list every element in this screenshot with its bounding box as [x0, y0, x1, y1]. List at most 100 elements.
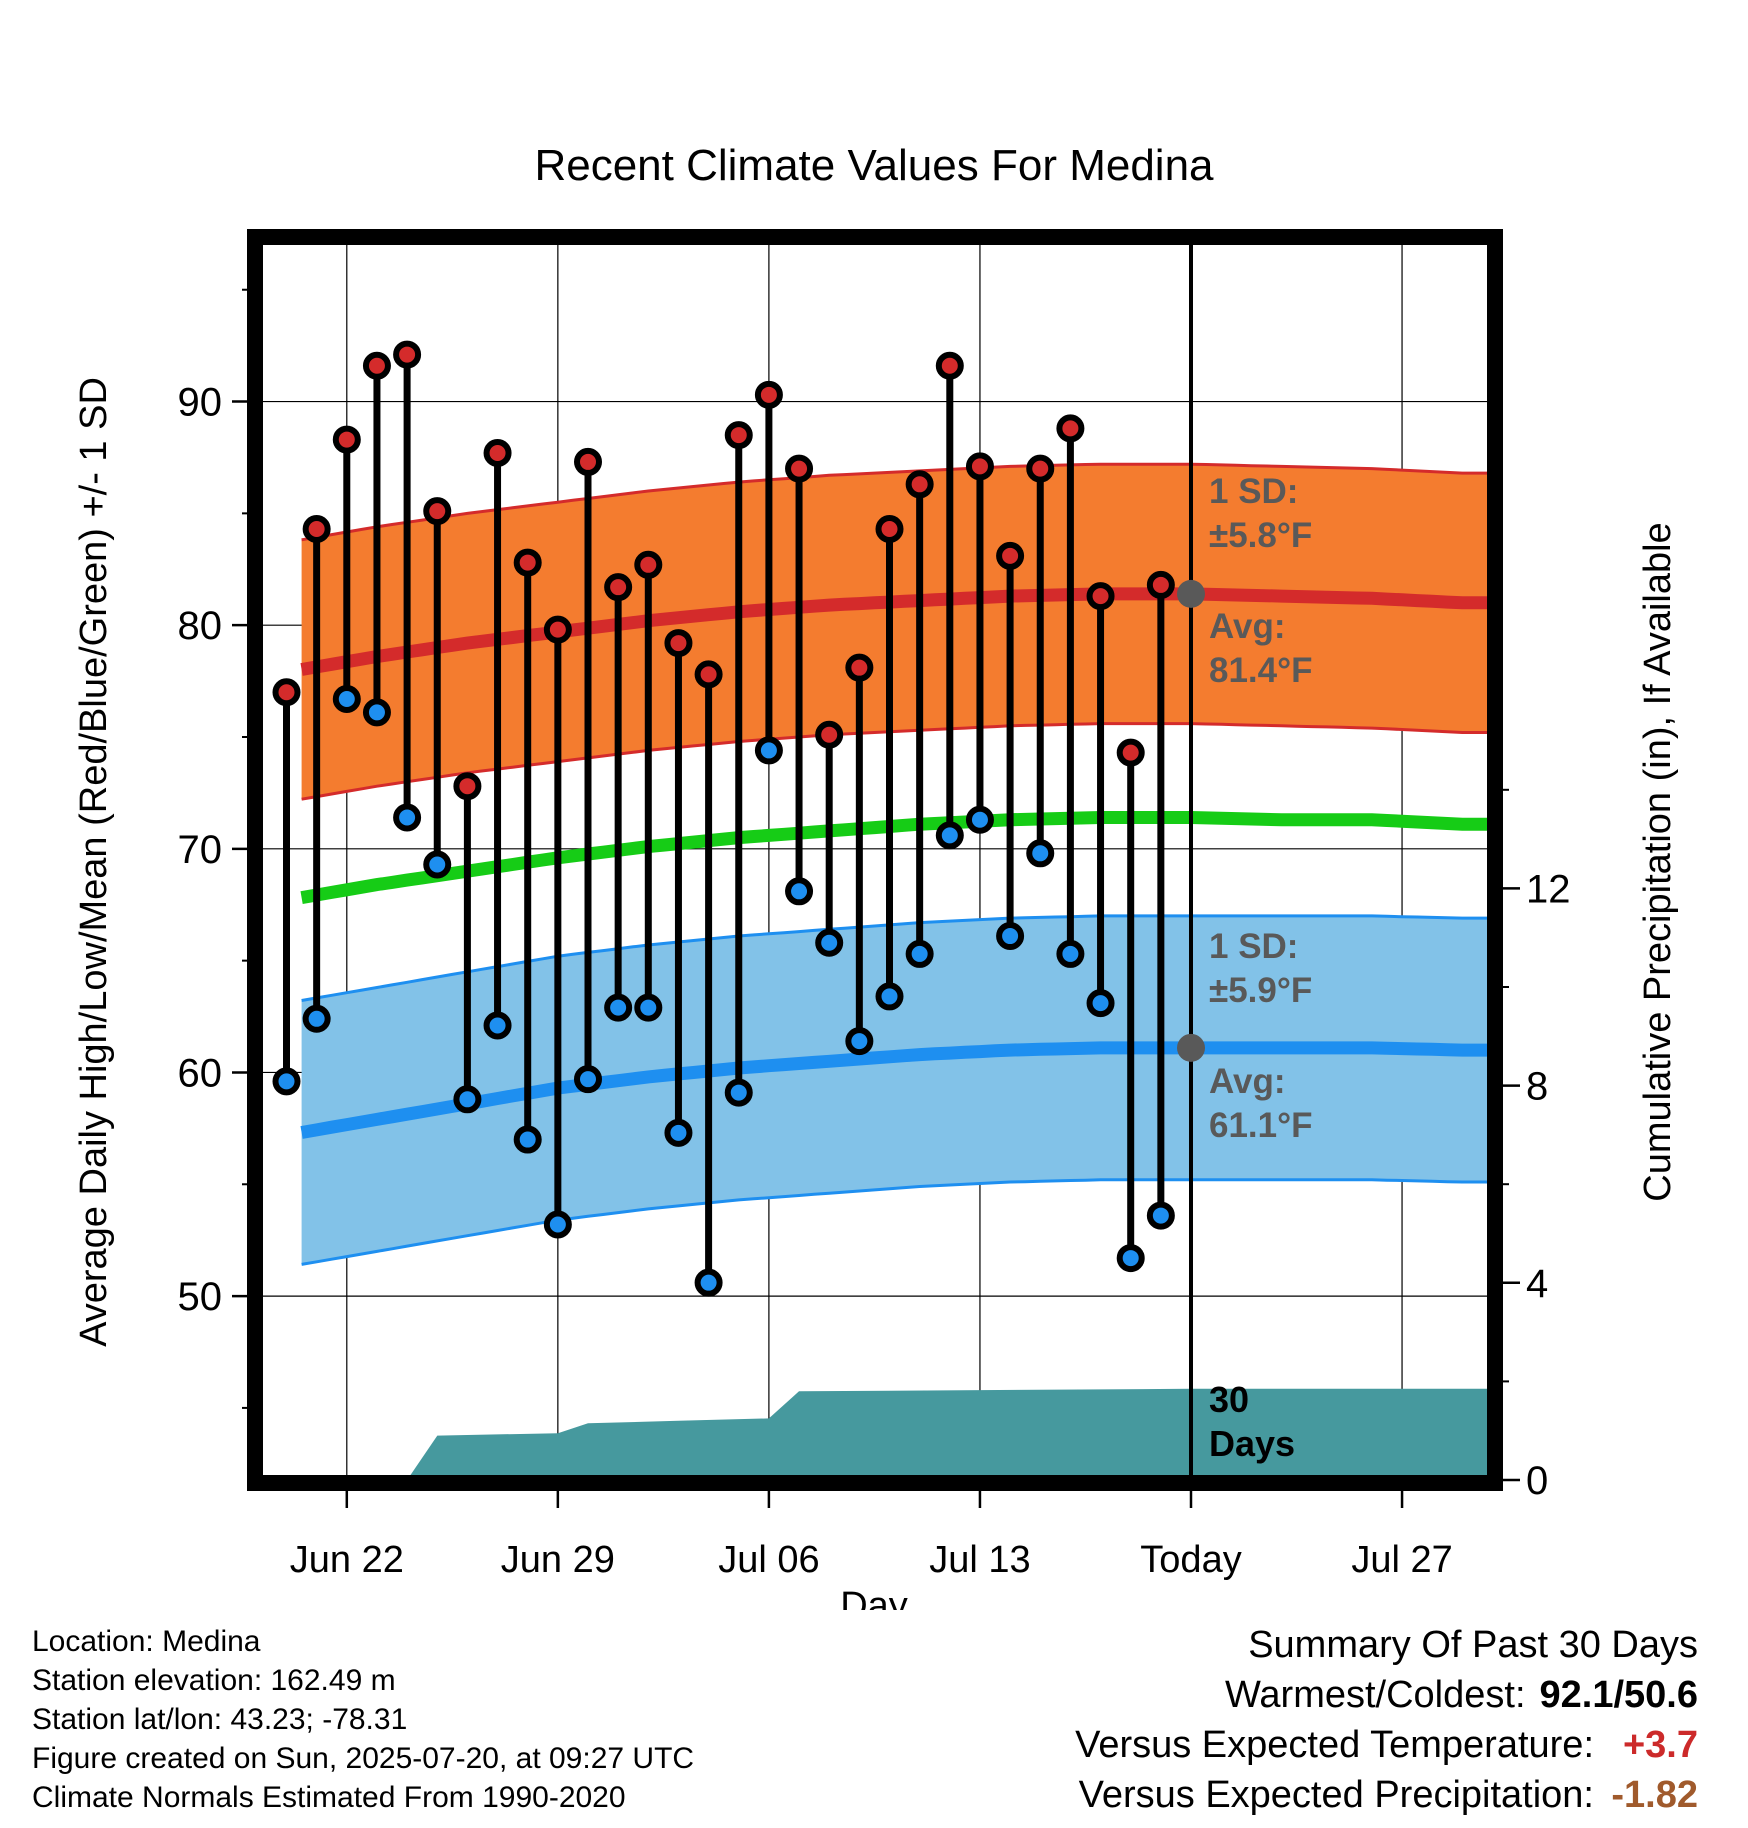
daily-high-point: [935, 351, 964, 380]
precipitation-departure-value: -1.82: [1611, 1774, 1698, 1816]
station-info: Location: Medina Station elevation: 162.…: [32, 1622, 694, 1817]
daily-low-point: [815, 928, 844, 957]
daily-low-point: [574, 1065, 602, 1094]
temperature-departure-label: Versus Expected Temperature:: [1075, 1724, 1594, 1766]
low-sd-label: 1 SD:: [1209, 927, 1298, 966]
daily-high-point: [785, 454, 814, 483]
daily-high-point: [754, 380, 783, 409]
high-sd-value: ±5.8°F: [1209, 516, 1312, 555]
y2-axis-label: Cumulative Precipitation (in), If Availa…: [1637, 522, 1679, 1201]
daily-high-point: [272, 678, 301, 707]
x-axis-label: Day: [840, 1585, 908, 1610]
low-sd-value: ±5.9°F: [1209, 971, 1312, 1010]
daily-low-point: [965, 805, 994, 834]
x-tick-label: Today: [1140, 1539, 1241, 1581]
daily-high-point: [664, 629, 693, 658]
created-text: Figure created on Sun, 2025-07-20, at 09…: [32, 1742, 695, 1775]
daily-high-point: [1056, 414, 1085, 443]
warmest-coldest-row: Warmest/Coldest: 92.1/50.6: [1075, 1670, 1698, 1720]
window-label-line2: Days: [1209, 1423, 1295, 1464]
high-sd-label: 1 SD:: [1209, 472, 1298, 511]
daily-low-point: [453, 1085, 482, 1114]
climate-chart: Recent Climate Values For Medina 1 SD: ±5…: [73, 141, 1679, 1610]
daily-high-point: [634, 550, 663, 579]
daily-high-point: [965, 452, 994, 481]
daily-low-point: [1116, 1244, 1145, 1273]
y2-tick-label: 0: [1526, 1459, 1548, 1503]
low-sd-lower-edge: [301, 1178, 1487, 1266]
plot-frame: [247, 229, 1503, 1491]
plot-area: 1 SD: ±5.8°F Avg: 81.4°F 1 SD: ±5.9°F Avg: 61.1…: [178, 229, 1571, 1581]
daily-low-point: [664, 1118, 693, 1147]
daily-low-point: [724, 1078, 753, 1107]
daily-high-point: [393, 340, 422, 369]
low-avg-value: 61.1°F: [1209, 1106, 1313, 1145]
y2-tick-label: 8: [1526, 1065, 1548, 1109]
daily-high-point: [875, 515, 904, 544]
y-tick-label: 70: [178, 828, 223, 872]
daily-high-point: [453, 772, 482, 801]
y2-tick-label: 12: [1526, 867, 1571, 911]
daily-high-point: [724, 421, 753, 450]
daily-high-point: [694, 660, 723, 689]
y-tick-label: 50: [178, 1275, 223, 1319]
daily-low-point: [1146, 1201, 1175, 1230]
daily-high-point: [1146, 570, 1175, 599]
daily-high-point: [1026, 454, 1055, 483]
today-avg-high-marker: [1177, 579, 1205, 608]
warmest-coldest-value: 92.1/50.6: [1539, 1674, 1698, 1716]
daily-low-point: [905, 939, 934, 968]
today-avg-low-marker: [1177, 1033, 1205, 1062]
daily-low-point: [362, 698, 391, 727]
daily-high-point: [362, 351, 391, 380]
daily-low-point: [694, 1268, 723, 1297]
x-tick-label: Jun 22: [290, 1539, 404, 1581]
daily-high-point: [302, 515, 331, 544]
high-avg-value: 81.4°F: [1209, 651, 1313, 690]
daily-high-point: [513, 548, 542, 577]
daily-low-point: [875, 982, 904, 1011]
x-tick-label: Jul 13: [929, 1539, 1030, 1581]
daily-low-point: [1056, 939, 1085, 968]
location-text: Location: Medina: [32, 1625, 261, 1658]
x-tick-label: Jul 27: [1351, 1539, 1452, 1581]
daily-low-point: [996, 922, 1025, 951]
daily-high-point: [996, 541, 1025, 570]
daily-high-point: [905, 470, 934, 499]
daily-low-point: [302, 1004, 331, 1033]
summary-panel: Summary Of Past 30 Days Warmest/Coldest:…: [1075, 1620, 1698, 1820]
high-avg-label: Avg:: [1209, 607, 1285, 646]
summary-title: Summary Of Past 30 Days: [1248, 1624, 1698, 1666]
plot-inner: 1 SD: ±5.8°F Avg: 81.4°F 1 SD: ±5.9°F Avg: 61.1…: [263, 245, 1487, 1475]
y2-tick-label: 4: [1526, 1262, 1548, 1306]
daily-high-point: [543, 615, 572, 644]
daily-low-point: [332, 684, 361, 713]
daily-low-point: [393, 803, 422, 832]
cumulative-precipitation-area: [410, 1388, 1487, 1475]
elevation-text: Station elevation: 162.49 m: [32, 1664, 396, 1697]
chart-title: Recent Climate Values For Medina: [534, 141, 1214, 190]
daily-low-point: [634, 993, 663, 1022]
precipitation-departure-label: Versus Expected Precipitation:: [1078, 1774, 1594, 1816]
x-tick-label: Jul 06: [718, 1539, 819, 1581]
daily-low-point: [272, 1067, 301, 1096]
y-tick-label: 90: [178, 381, 223, 425]
low-avg-label: Avg:: [1209, 1062, 1285, 1101]
daily-low-point: [1026, 839, 1055, 868]
y-axis-label: Average Daily High/Low/Mean (Red/Blue/Gr…: [73, 377, 115, 1347]
y-tick-label: 60: [178, 1051, 223, 1095]
daily-high-point: [332, 425, 361, 454]
normals-text: Climate Normals Estimated From 1990-2020: [32, 1781, 626, 1814]
precipitation-departure-row: Versus Expected Precipitation: -1.82: [1075, 1770, 1698, 1820]
daily-high-point: [1116, 738, 1145, 767]
daily-high-point: [604, 573, 633, 602]
daily-high-point: [574, 447, 602, 476]
daily-low-point: [543, 1210, 572, 1239]
daily-high-point: [1086, 582, 1115, 611]
temperature-departure-row: Versus Expected Temperature: +3.7: [1075, 1720, 1698, 1770]
x-tick-label: Jun 29: [501, 1539, 615, 1581]
window-label-line1: 30: [1209, 1379, 1249, 1420]
daily-high-point: [423, 497, 452, 526]
daily-low-point: [845, 1027, 874, 1056]
y-tick-label: 80: [178, 604, 223, 648]
